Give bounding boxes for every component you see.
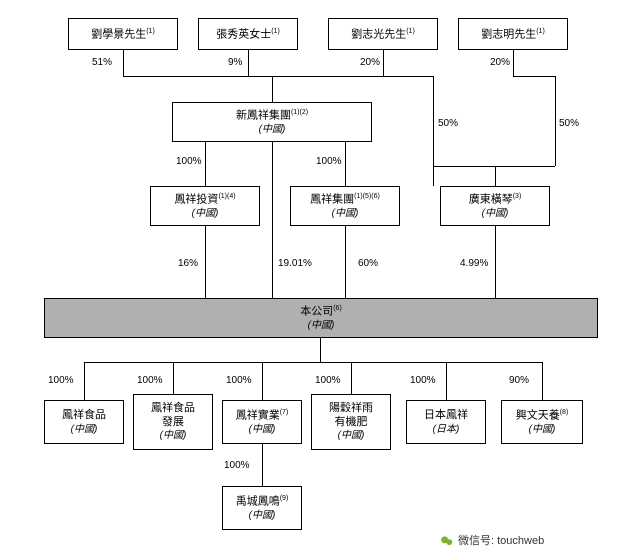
ownership-percent: 9% bbox=[228, 57, 242, 68]
org-node-n5: 新鳳祥集團(1)(2)(中國) bbox=[172, 102, 372, 142]
node-name: 禹城鳳鳴(9) bbox=[236, 494, 289, 509]
org-node-n15: 興文天養(8)(中國) bbox=[501, 400, 583, 444]
node-name: 興文天養(8) bbox=[516, 408, 569, 423]
connector-line bbox=[84, 362, 542, 363]
connector-line bbox=[555, 76, 556, 166]
connector-line bbox=[84, 362, 85, 400]
ownership-percent: 16% bbox=[178, 258, 198, 269]
ownership-percent: 100% bbox=[224, 460, 250, 471]
node-region: (中國) bbox=[529, 423, 556, 436]
ownership-percent: 90% bbox=[509, 375, 529, 386]
connector-line bbox=[513, 50, 514, 76]
node-region: (中國) bbox=[192, 207, 219, 220]
node-name: 劉志光先生(1) bbox=[351, 27, 415, 42]
org-node-n6: 鳳祥投資(1)(4)(中國) bbox=[150, 186, 260, 226]
ownership-percent: 100% bbox=[137, 375, 163, 386]
connector-line bbox=[383, 76, 433, 77]
ownership-percent: 51% bbox=[92, 57, 112, 68]
node-region: (中國) bbox=[332, 207, 359, 220]
connector-line bbox=[205, 226, 206, 298]
org-node-n2: 張秀英女士(1) bbox=[198, 18, 298, 50]
ownership-percent: 60% bbox=[358, 258, 378, 269]
org-node-n7: 鳳祥集團(1)(5)(6)(中國) bbox=[290, 186, 400, 226]
ownership-percent: 100% bbox=[48, 375, 74, 386]
node-region: (中國) bbox=[338, 429, 365, 442]
connector-line bbox=[345, 226, 346, 298]
node-region: (中國) bbox=[259, 123, 286, 136]
node-region: (中國) bbox=[482, 207, 509, 220]
org-node-n3: 劉志光先生(1) bbox=[328, 18, 438, 50]
ownership-percent: 19.01% bbox=[278, 258, 312, 269]
connector-line bbox=[272, 76, 273, 102]
org-node-n14: 日本鳳祥(日本) bbox=[406, 400, 486, 444]
ownership-percent: 100% bbox=[226, 375, 252, 386]
node-region: (中國) bbox=[249, 509, 276, 522]
connector-line bbox=[320, 338, 321, 362]
node-name: 鳳祥集團(1)(5)(6) bbox=[310, 192, 380, 207]
connector-line bbox=[351, 362, 352, 394]
org-node-n11: 鳳祥食品發展(中國) bbox=[133, 394, 213, 450]
node-region: (中國) bbox=[71, 423, 98, 436]
connector-line bbox=[383, 50, 384, 76]
connector-line bbox=[173, 362, 174, 394]
org-node-n13: 陽穀祥雨有機肥(中國) bbox=[311, 394, 391, 450]
ownership-percent: 4.99% bbox=[460, 258, 488, 269]
node-name: 張秀英女士(1) bbox=[216, 27, 280, 42]
connector-line bbox=[262, 444, 263, 486]
org-node-n16: 禹城鳳鳴(9)(中國) bbox=[222, 486, 302, 530]
node-name: 新鳳祥集團(1)(2) bbox=[236, 108, 308, 123]
node-name: 鳳祥投資(1)(4) bbox=[174, 192, 235, 207]
connector-line bbox=[446, 362, 447, 400]
connector-line bbox=[513, 76, 555, 77]
node-region: (中國) bbox=[249, 423, 276, 436]
node-name: 鳳祥實業(7) bbox=[236, 408, 289, 423]
connector-line bbox=[345, 142, 346, 186]
connector-line bbox=[495, 226, 496, 298]
ownership-percent: 100% bbox=[315, 375, 341, 386]
ownership-percent: 100% bbox=[176, 156, 202, 167]
connector-line bbox=[205, 142, 206, 186]
node-name: 劉志明先生(1) bbox=[481, 27, 545, 42]
org-node-n8: 廣東橫琴(3)(中國) bbox=[440, 186, 550, 226]
node-region: (中國) bbox=[308, 319, 335, 332]
node-region: (日本) bbox=[433, 423, 460, 436]
wechat-icon bbox=[440, 534, 454, 548]
org-node-n12: 鳳祥實業(7)(中國) bbox=[222, 400, 302, 444]
node-name: 本公司(6) bbox=[300, 304, 342, 319]
node-region: (中國) bbox=[160, 429, 187, 442]
connector-line bbox=[123, 76, 384, 77]
connector-line bbox=[433, 76, 434, 186]
org-chart-canvas: 劉學景先生(1) 張秀英女士(1) 劉志光先生(1) 劉志明先生(1) 新鳳祥集團(1)… bbox=[0, 0, 640, 554]
ownership-percent: 50% bbox=[438, 118, 458, 129]
ownership-percent: 100% bbox=[410, 375, 436, 386]
node-name: 陽穀祥雨有機肥 bbox=[329, 402, 373, 428]
org-node-n1: 劉學景先生(1) bbox=[68, 18, 178, 50]
node-name: 鳳祥食品 bbox=[62, 408, 106, 422]
ownership-percent: 20% bbox=[360, 57, 380, 68]
footer-text: 微信号: touchweb bbox=[458, 535, 544, 547]
connector-line bbox=[262, 362, 263, 400]
org-node-n9: 本公司(6)(中國) bbox=[44, 298, 598, 338]
ownership-percent: 20% bbox=[490, 57, 510, 68]
org-node-n4: 劉志明先生(1) bbox=[458, 18, 568, 50]
connector-line bbox=[248, 50, 249, 76]
connector-line bbox=[542, 362, 543, 400]
node-name: 劉學景先生(1) bbox=[91, 27, 155, 42]
node-name: 鳳祥食品發展 bbox=[151, 402, 195, 428]
connector-line bbox=[495, 166, 496, 186]
connector-line bbox=[272, 142, 273, 298]
footer-wechat: 微信号: touchweb bbox=[440, 532, 544, 548]
ownership-percent: 50% bbox=[559, 118, 579, 129]
connector-line bbox=[433, 166, 555, 167]
node-name: 廣東橫琴(3) bbox=[469, 192, 522, 207]
ownership-percent: 100% bbox=[316, 156, 342, 167]
node-name: 日本鳳祥 bbox=[424, 408, 468, 422]
org-node-n10: 鳳祥食品(中國) bbox=[44, 400, 124, 444]
connector-line bbox=[123, 50, 124, 76]
